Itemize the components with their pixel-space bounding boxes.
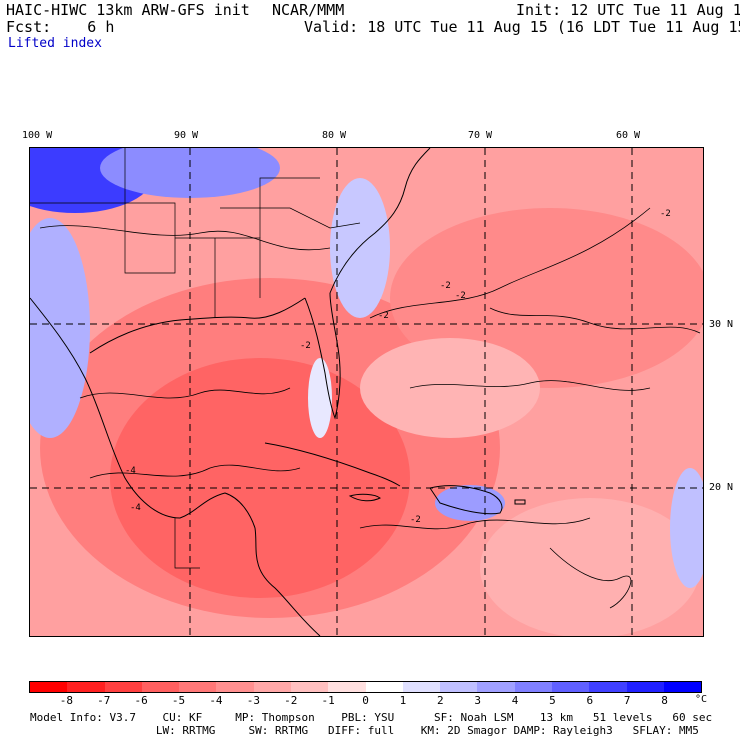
- legend-swatch: [440, 682, 478, 692]
- legend-tick-label: -7: [97, 694, 111, 707]
- legend-tick-label: 0: [362, 694, 369, 707]
- contour-label: -2: [455, 291, 466, 301]
- central-atlantic-region: [360, 338, 540, 438]
- contours: [39, 207, 701, 609]
- legend-swatch: [663, 682, 702, 692]
- forecast-hour: Fcst: 6 h: [6, 18, 115, 36]
- legend-tick-label: -4: [209, 694, 223, 707]
- color-legend: [29, 681, 702, 693]
- gulf-coast: [89, 297, 306, 354]
- legend-tick-label: 2: [436, 694, 444, 707]
- legend-tick-label: 5: [549, 694, 556, 707]
- model-info-line2: LW: RRTMG SW: RRTMG DIFF: full KM: 2D Sm…: [30, 724, 699, 737]
- contour-label: -4: [130, 503, 141, 513]
- political-borders: [30, 148, 361, 569]
- legend-swatch: [179, 682, 217, 692]
- lon-label-90w: 90 W: [174, 130, 199, 141]
- legend-tick-label: -8: [59, 694, 73, 707]
- east-caribbean-region: [480, 498, 700, 636]
- border-segment: [124, 202, 176, 274]
- contour-label: -2: [378, 311, 389, 321]
- legend-tick-label: 6: [586, 694, 594, 707]
- border-segment: [259, 177, 320, 238]
- legend-swatch: [104, 682, 142, 692]
- stable-mexico-region: [30, 218, 90, 438]
- legend-unit: °C: [695, 694, 708, 705]
- florida-peninsula: [304, 292, 341, 420]
- stable-hispaniola-region: [435, 485, 505, 521]
- legend-swatch: [290, 682, 329, 692]
- contour-line: [549, 547, 632, 609]
- lifted-index-map: -2 -2 -2 -2 -4 -4 -2 -2: [29, 147, 704, 637]
- contour-line: [489, 307, 701, 334]
- border-segment: [174, 518, 200, 569]
- legend-swatch: [141, 682, 180, 692]
- jamaica-outline: [348, 493, 381, 502]
- cuba-outline: [264, 442, 401, 487]
- legend-swatch: [30, 682, 68, 692]
- contour-label: -2: [410, 515, 421, 525]
- contour-label: -2: [440, 281, 451, 291]
- contour-label: -2: [300, 341, 311, 351]
- contour-line: [369, 207, 651, 319]
- legend-swatch: [551, 682, 590, 692]
- org-label: NCAR/MMM: [272, 1, 345, 19]
- stable-carolina-region: [330, 178, 390, 318]
- legend-swatch: [365, 682, 403, 692]
- legend-swatch: [477, 682, 515, 692]
- border-segment: [220, 207, 361, 229]
- lat-label-30n: 30 N: [709, 319, 734, 330]
- legend-swatch: [216, 682, 254, 692]
- lon-label-80w: 80 W: [322, 130, 347, 141]
- legend-swatch: [253, 682, 291, 692]
- lon-label-100w: 100 W: [22, 130, 53, 141]
- puerto-rico-outline: [514, 499, 526, 505]
- legend-swatch: [514, 682, 552, 692]
- map-canvas: -2 -2 -2 -2 -4 -4 -2 -2: [30, 148, 703, 636]
- legend-tick-label: 7: [623, 694, 631, 707]
- legend-swatch: [626, 682, 664, 692]
- legend-tick-label: 1: [399, 694, 407, 707]
- east-coast: [329, 148, 431, 294]
- stable-east-edge-region: [670, 468, 703, 588]
- field-name: Lifted index: [8, 36, 102, 51]
- model-info-line1: Model Info: V3.7 CU: KF MP: Thompson PBL…: [30, 711, 713, 724]
- legend-tick-label: 3: [474, 694, 481, 707]
- init-time: Init: 12 UTC Tue 11 Aug 15: [516, 1, 740, 19]
- legend-swatch: [589, 682, 627, 692]
- lat-label-20n: 20 N: [709, 482, 734, 493]
- contour-line: [39, 225, 331, 251]
- lon-label-70w: 70 W: [468, 130, 493, 141]
- contour-line: [409, 380, 651, 391]
- legend-swatch: [402, 682, 441, 692]
- contour-label: -4: [125, 466, 136, 476]
- valid-time: Valid: 18 UTC Tue 11 Aug 15 (16 LDT Tue …: [304, 18, 740, 36]
- stable-florida-region: [308, 358, 332, 438]
- graticule: [30, 148, 703, 636]
- legend-tick-label: -1: [321, 694, 335, 707]
- legend-tick-label: -5: [171, 694, 186, 707]
- legend-tick-label: -6: [134, 694, 148, 707]
- legend-tick-label: -3: [246, 694, 260, 707]
- coastlines: [30, 148, 526, 636]
- contour-label: -2: [660, 209, 671, 219]
- legend-swatch: [328, 682, 366, 692]
- contour-line: [79, 387, 291, 399]
- legend-tick-label: -2: [284, 694, 298, 707]
- lon-label-60w: 60 W: [616, 130, 641, 141]
- hispaniola-outline: [429, 485, 503, 515]
- contour-line: [359, 517, 591, 530]
- mexico-central-america-coast: [30, 297, 321, 636]
- legend-tick-label: 4: [511, 694, 519, 707]
- legend-swatch: [67, 682, 105, 692]
- contour-line: [89, 464, 301, 479]
- model-title: HAIC-HIWC 13km ARW-GFS init: [6, 1, 250, 19]
- legend-tick-label: 8: [661, 694, 668, 707]
